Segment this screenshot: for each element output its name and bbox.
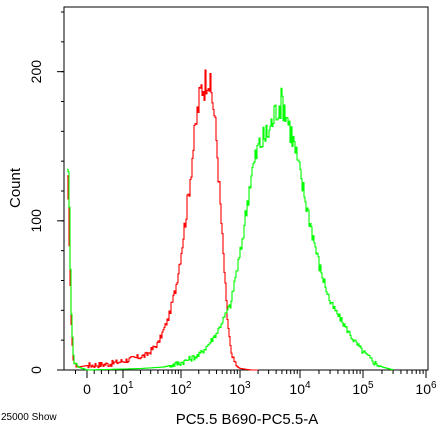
y-tick-label: 100	[28, 209, 44, 233]
x-tick-label: 105	[352, 380, 374, 397]
footer-label: 25000 Show	[1, 412, 57, 423]
series-layer	[67, 69, 394, 371]
x-tick-label: 101	[112, 380, 134, 397]
x-tick-label: 106	[415, 380, 437, 397]
x-axis-title: PC5.5 B690-PC5.5-A	[176, 411, 319, 428]
x-tick-label: 102	[170, 380, 192, 397]
x-axis: 0 101 102 103 104 105 106	[75, 370, 437, 397]
y-axis: 0 100 200	[28, 11, 64, 374]
x-tick-label: 104	[289, 380, 311, 397]
y-tick-label: 200	[28, 60, 44, 84]
y-axis-title: Count	[7, 167, 24, 208]
x-tick-label: 0	[83, 381, 91, 397]
x-tick-label: 103	[229, 380, 251, 397]
y-tick-label: 0	[28, 366, 44, 374]
plot-frame	[63, 6, 429, 371]
histogram-series-2	[67, 87, 394, 371]
histogram-series-1	[67, 69, 258, 371]
